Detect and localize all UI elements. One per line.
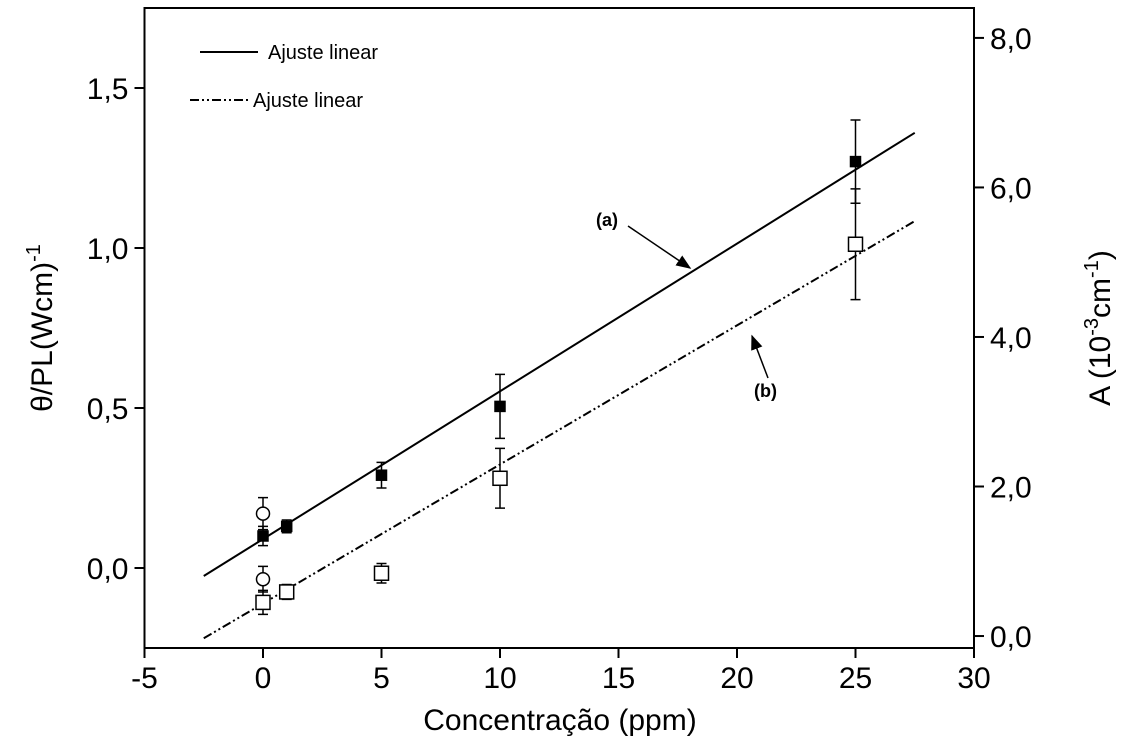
- x-axis-title: Concentração (ppm): [423, 704, 696, 737]
- data-point: [375, 469, 388, 481]
- data-point: [494, 400, 506, 413]
- y2-title-sup: -1: [1081, 260, 1103, 278]
- annotation: (a): [596, 210, 618, 230]
- data-point: [278, 584, 295, 600]
- x-tick-label: 5: [373, 662, 390, 695]
- data-point: [492, 470, 508, 487]
- y-tick-label: 0,5: [87, 393, 129, 426]
- legend-label: Ajuste linear: [253, 90, 363, 112]
- y2-tick-label: 6,0: [990, 172, 1032, 205]
- annotation-arrow: [627, 225, 692, 269]
- x-tick-label: 10: [483, 662, 516, 695]
- data-point: [280, 520, 293, 533]
- data-point: [847, 236, 864, 253]
- data-point: [849, 155, 862, 168]
- y-tick-label: 0,0: [87, 553, 129, 586]
- y-tick-label: 1,5: [87, 73, 129, 106]
- data-point: [255, 594, 271, 611]
- annotation-arrow: [751, 334, 769, 379]
- y2-title-part: ): [1084, 250, 1117, 260]
- x-tick-label: 20: [720, 662, 753, 695]
- y-axis-title: θ/PL(Wcm)-1: [23, 244, 59, 412]
- plot-frame: [143, 7, 975, 649]
- x-tick-label: -5: [131, 662, 158, 695]
- data-point: [257, 530, 269, 542]
- y2-axis-title: A (10-3cm-1): [1081, 250, 1117, 406]
- data-point: [373, 565, 390, 581]
- y-tick-label: 1,0: [87, 233, 129, 266]
- y2-title-part: A (10: [1084, 336, 1117, 406]
- fit-line: [203, 220, 916, 640]
- x-tick-label: 15: [602, 662, 635, 695]
- y-title-sup: -1: [23, 244, 45, 262]
- x-tick-label: 0: [255, 662, 272, 695]
- fit-line: [203, 131, 916, 577]
- annotation: (b): [754, 381, 777, 401]
- y2-title-sup: -3: [1081, 318, 1103, 336]
- legend-label: Ajuste linear: [268, 42, 378, 64]
- data-point: [255, 506, 271, 521]
- y2-tick-label: 8,0: [990, 23, 1032, 56]
- y2-tick-label: 4,0: [990, 322, 1032, 355]
- x-tick-label: 25: [839, 662, 872, 695]
- y2-tick-label: 2,0: [990, 472, 1032, 505]
- y-title-main: θ/PL(Wcm): [26, 262, 59, 412]
- data-point: [255, 571, 271, 587]
- y2-title-part: cm: [1084, 278, 1117, 318]
- x-tick-label: 30: [957, 662, 990, 695]
- y2-tick-label: 0,0: [990, 621, 1032, 654]
